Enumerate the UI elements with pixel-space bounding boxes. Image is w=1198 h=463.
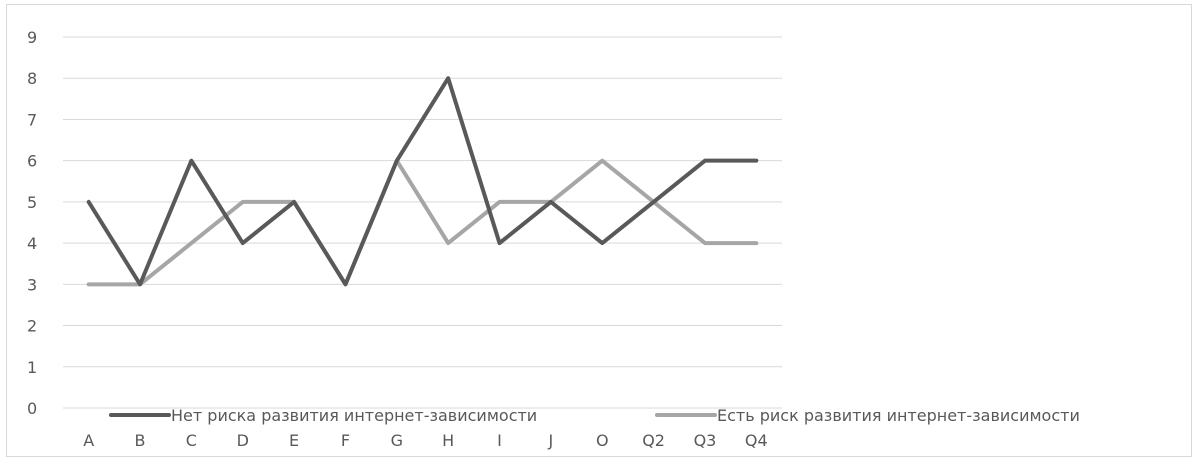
legend-label: Нет риска развития интернет-зависимости (171, 406, 537, 425)
x-tick-label: Q2 (642, 431, 665, 450)
y-tick-label: 5 (27, 193, 37, 212)
series-lines (86, 76, 759, 287)
y-tick-label: 2 (27, 317, 37, 336)
y-tick-label: 6 (27, 152, 37, 171)
legend: Нет риска развития интернет-зависимости Е… (109, 406, 1080, 425)
legend-entry-1: Нет риска развития интернет-зависимости (109, 406, 537, 425)
y-tick-label: 7 (27, 110, 37, 129)
y-tick-label: 4 (27, 234, 37, 253)
x-tick-label: I (497, 431, 502, 450)
y-tick-label: 3 (27, 275, 37, 294)
y-tick-label: 9 (27, 28, 37, 47)
x-tick-label: D (237, 431, 249, 450)
y-tick-label: 8 (27, 69, 37, 88)
gridlines (63, 36, 782, 409)
series-line-2 (86, 158, 759, 287)
y-tick-label: 0 (27, 399, 37, 418)
x-tick-label: O (596, 431, 609, 450)
x-tick-label: H (442, 431, 454, 450)
x-tick-label: B (135, 431, 146, 450)
x-tick-label: Q4 (745, 431, 768, 450)
x-tick-label: Q3 (694, 431, 717, 450)
x-tick-label: A (83, 431, 94, 450)
legend-entry-2: Есть риск развития интернет-зависимости (655, 406, 1080, 425)
x-tick-label: G (391, 431, 403, 450)
series-line-1 (86, 76, 759, 287)
y-tick-label: 1 (27, 358, 37, 377)
x-tick-label: E (289, 431, 299, 450)
legend-label: Есть риск развития интернет-зависимости (717, 406, 1080, 425)
x-axis-tick-labels: A B C D E F G H I J O Q2 Q3 Q4 (83, 431, 768, 450)
x-tick-label: F (341, 431, 350, 450)
x-tick-label: C (186, 431, 197, 450)
x-tick-label: J (548, 431, 554, 450)
y-axis-tick-labels: 0 1 2 3 4 5 6 7 8 9 (27, 28, 37, 418)
line-chart: 0 1 2 3 4 5 6 7 8 9 A B C D E F G H I J O Q2 Q3 Q4 Нет риска р… (27, 28, 1080, 450)
chart-frame: 0 1 2 3 4 5 6 7 8 9 A B C D E F G H I J O Q2 Q3 Q4 Нет риска р… (6, 4, 1192, 457)
